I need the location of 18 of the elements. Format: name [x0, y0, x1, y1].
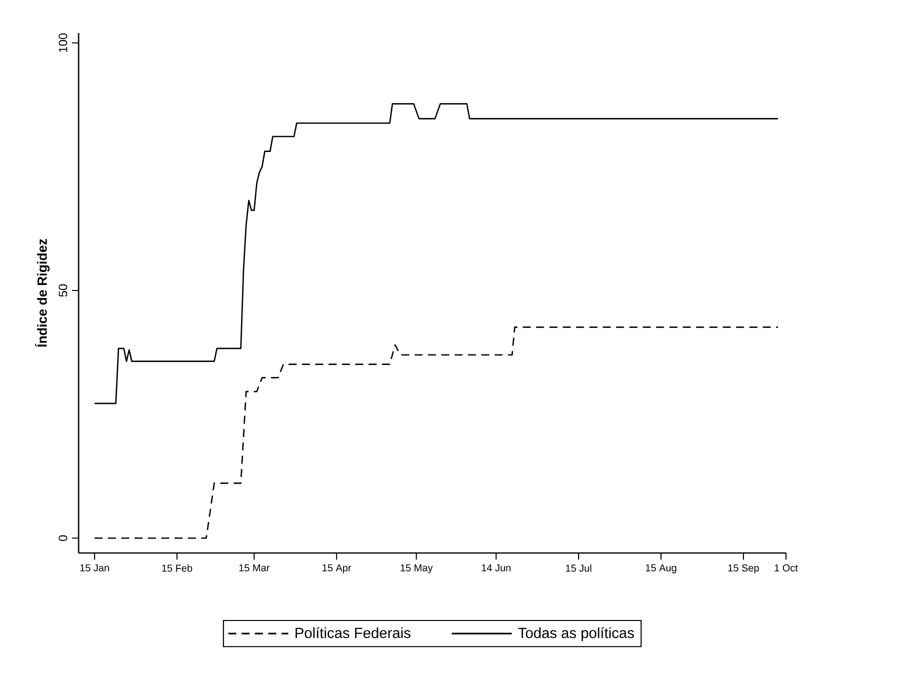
- x-tick-label: 15 Apr: [322, 564, 352, 574]
- y-axis-title: Índice de Rigidez: [34, 239, 50, 347]
- x-tick-label: 15 Jul: [566, 564, 592, 572]
- x-tick-label: 15 Mar: [239, 564, 270, 572]
- line-series: [94, 326, 779, 539]
- x-tick-label: 15 Aug: [646, 564, 676, 574]
- x-tick-label: 1 Oct: [774, 564, 798, 572]
- x-tick-label: 15 May: [400, 564, 433, 574]
- legend-label: Políticas Federais: [296, 627, 410, 638]
- y-tick-label: 50: [58, 284, 68, 297]
- x-tick-label: 14 Jun: [482, 564, 510, 572]
- line-series: [94, 103, 779, 404]
- x-tick-label: 15 Feb: [162, 564, 192, 572]
- y-tick-label: 100: [58, 33, 68, 52]
- y-tick-label: 0: [58, 535, 68, 542]
- x-tick-label: 15 Jan: [80, 564, 109, 572]
- x-tick-label: 15 Sep: [728, 564, 759, 574]
- legend-label: Todas as políticas: [518, 627, 634, 642]
